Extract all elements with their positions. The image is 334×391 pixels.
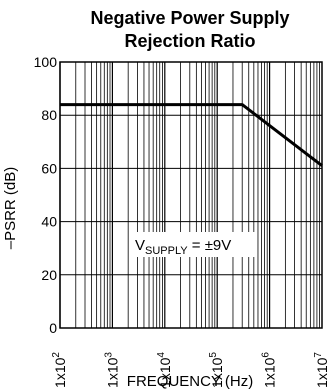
x-tick-label: 1x107 <box>313 352 330 388</box>
x-tick-exponent: 3 <box>103 352 114 358</box>
y-tick-label: 0 <box>49 320 57 336</box>
x-tick-exponent: 5 <box>208 352 219 358</box>
x-tick-base: 1x10 <box>52 357 68 388</box>
y-tick-label: 20 <box>41 267 57 283</box>
annotation-main: V <box>135 237 145 254</box>
x-tick-exponent: 6 <box>261 352 272 358</box>
x-tick-label: 1x106 <box>261 352 278 388</box>
annotation-subscript: SUPPLY <box>145 245 188 257</box>
x-tick-exponent: 2 <box>51 352 62 358</box>
y-tick-labels: 0 20 40 60 80 100 <box>34 54 58 336</box>
x-tick-base: 1x10 <box>314 357 330 388</box>
x-tick-base: 1x10 <box>209 357 225 388</box>
annotation-background <box>131 232 255 257</box>
x-tick-base: 1x10 <box>262 357 278 388</box>
y-axis-label: –PSRR (dB) <box>2 167 19 250</box>
x-tick-base: 1x10 <box>104 357 120 388</box>
chart-title: Negative Power Supply <box>90 8 289 28</box>
x-axis-label: FREQUENCY (Hz) <box>127 373 253 390</box>
x-tick-label: 1x104 <box>156 352 173 388</box>
psrr-curve <box>60 103 323 167</box>
y-tick-label: 40 <box>41 214 57 230</box>
supply-voltage-annotation: VSUPPLY = ±9V <box>135 237 231 257</box>
x-tick-label: 1x105 <box>208 352 225 388</box>
x-tick-base: 1x10 <box>157 357 173 388</box>
grid <box>59 61 322 329</box>
y-tick-label: 60 <box>41 160 57 176</box>
annotation-value: = ±9V <box>188 237 232 254</box>
x-tick-label: 1x102 <box>51 352 68 388</box>
y-tick-label: 100 <box>34 54 58 70</box>
x-tick-exponent: 7 <box>313 352 324 358</box>
x-tick-exponent: 4 <box>156 352 167 358</box>
plot-border <box>59 61 323 329</box>
plot-frame <box>59 61 323 329</box>
y-tick-label: 80 <box>41 107 57 123</box>
x-tick-label: 1x103 <box>103 352 120 388</box>
series-layer <box>60 103 323 167</box>
chart-subtitle: Rejection Ratio <box>124 31 255 51</box>
